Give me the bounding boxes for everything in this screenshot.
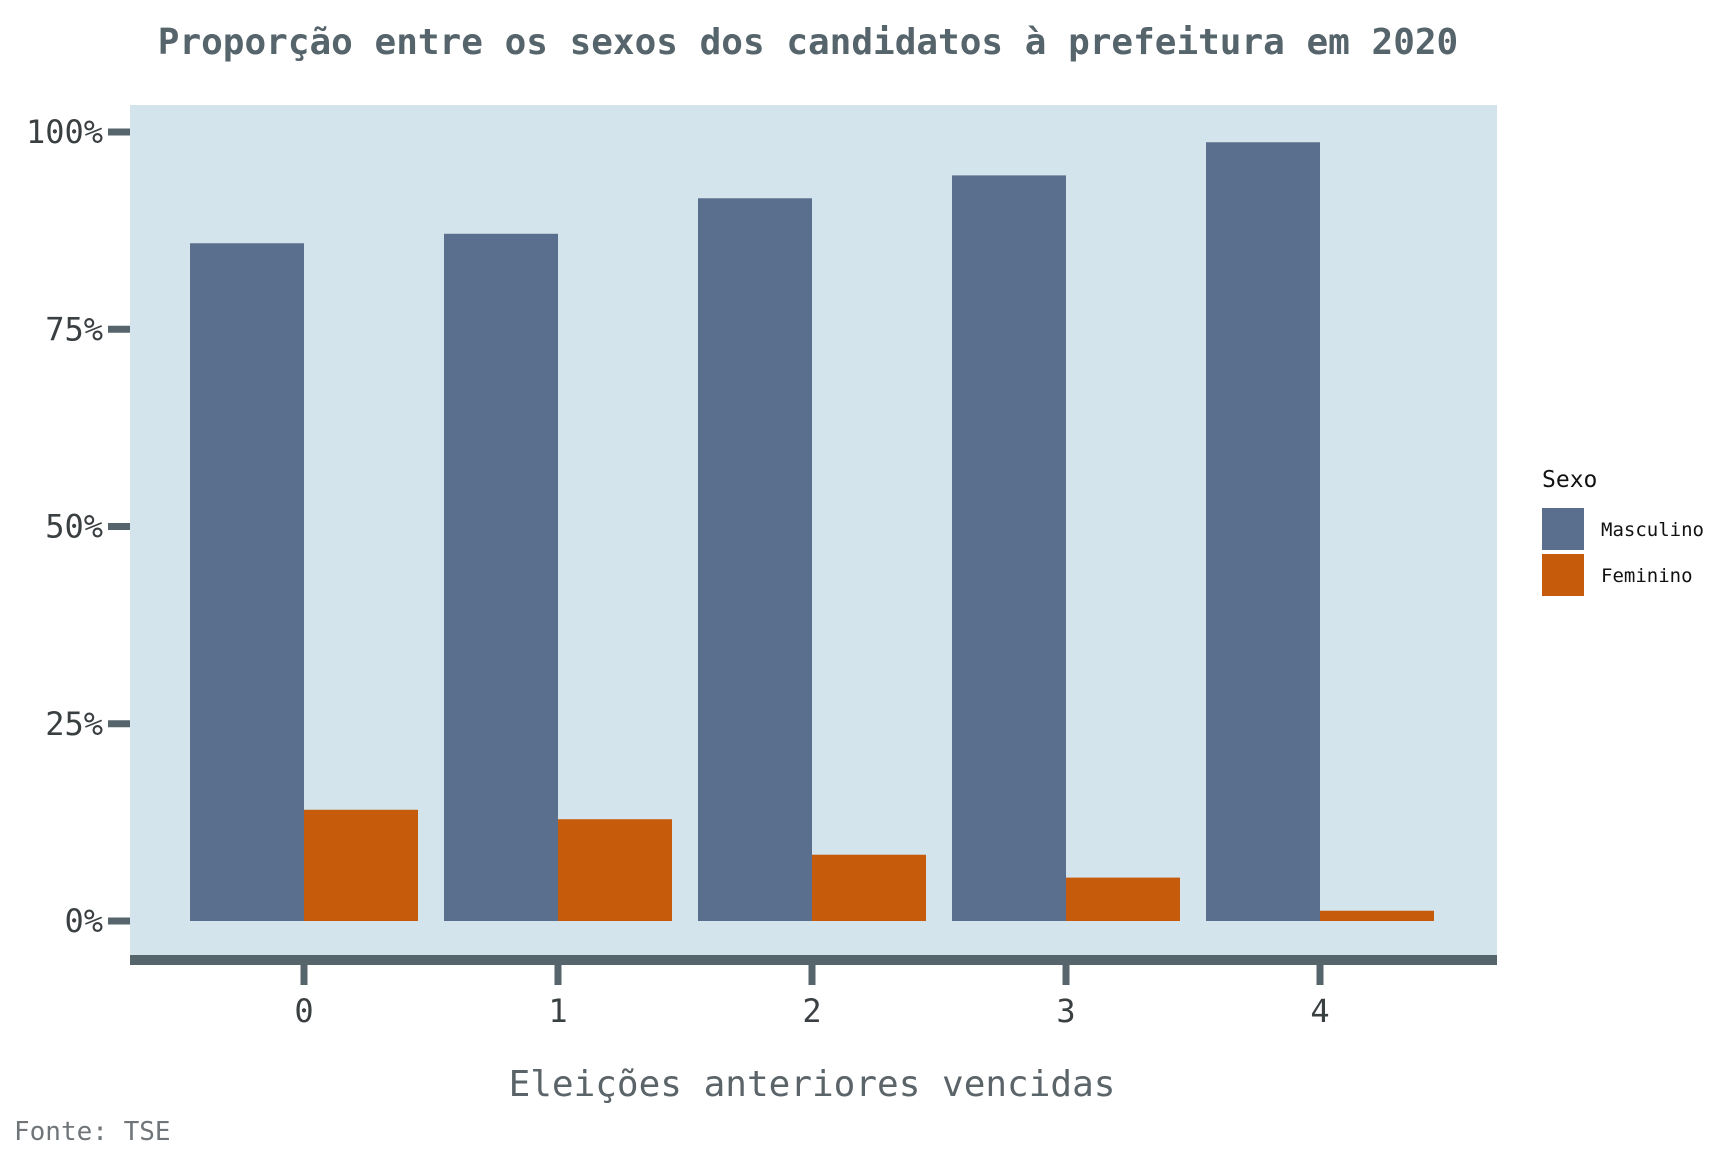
x-axis-title: Eleições anteriores vencidas <box>509 1064 1116 1105</box>
bars-group <box>190 142 1434 921</box>
x-tick-label: 0 <box>294 992 313 1030</box>
bar-feminino-1 <box>558 819 672 921</box>
x-tick-label: 1 <box>548 992 567 1030</box>
y-tick-label: 0% <box>64 902 103 940</box>
y-tick-label: 75% <box>45 310 103 348</box>
y-tick-label: 50% <box>45 508 103 546</box>
bar-masculino-0 <box>190 243 304 921</box>
y-axis: 0% 25% 50% 75% 100% <box>26 113 130 940</box>
x-tick-label: 4 <box>1310 992 1329 1030</box>
legend: Sexo Masculino Feminino <box>1542 467 1704 596</box>
legend-label-masculino: Masculino <box>1601 519 1704 541</box>
legend-swatch-masculino <box>1542 508 1584 550</box>
bar-masculino-2 <box>698 198 812 921</box>
bar-masculino-3 <box>952 175 1066 921</box>
legend-swatch-feminino <box>1542 554 1584 596</box>
caption: Fonte: TSE <box>14 1117 171 1147</box>
bar-masculino-4 <box>1206 142 1320 921</box>
bar-feminino-4 <box>1320 910 1434 921</box>
bar-masculino-1 <box>444 233 558 921</box>
chart-title: Proporção entre os sexos dos candidatos … <box>158 22 1458 63</box>
y-tick-label: 100% <box>26 113 103 151</box>
legend-label-feminino: Feminino <box>1601 565 1693 587</box>
bar-feminino-3 <box>1066 877 1180 921</box>
x-tick-label: 3 <box>1056 992 1075 1030</box>
x-tick-label: 2 <box>802 992 821 1030</box>
bar-feminino-2 <box>812 854 926 921</box>
bar-feminino-0 <box>304 809 418 921</box>
y-tick-label: 25% <box>45 705 103 743</box>
legend-title: Sexo <box>1542 467 1597 493</box>
x-axis: 0 1 2 3 4 <box>294 960 1330 1030</box>
